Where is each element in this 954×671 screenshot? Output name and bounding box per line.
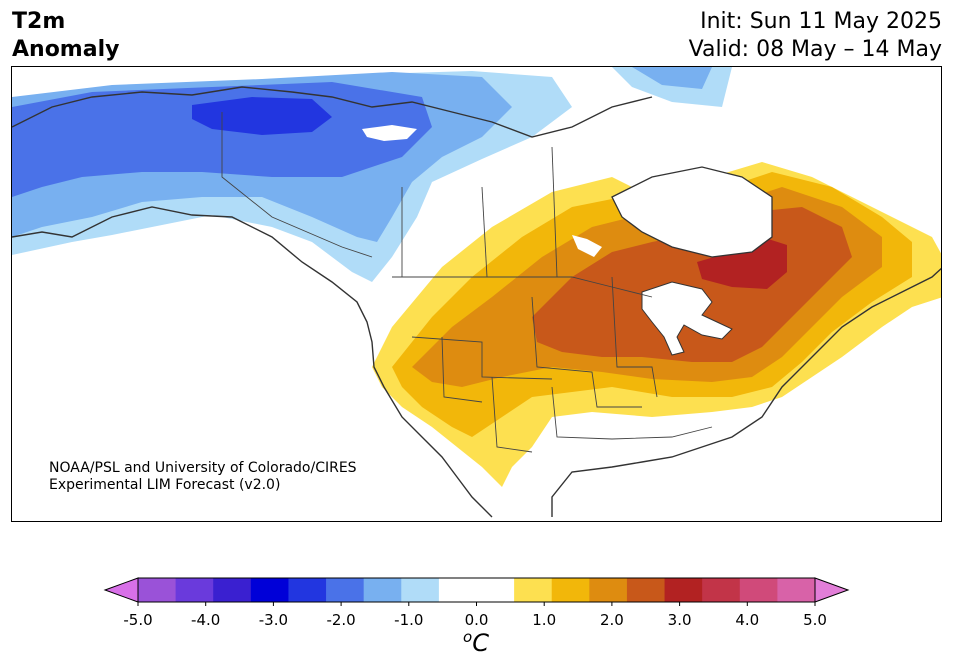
colorbar-tick-label: -2.0 — [326, 611, 355, 629]
colorbar-tick-label: -4.0 — [191, 611, 220, 629]
unit-degree: o — [463, 628, 473, 646]
colorbar-segments — [138, 578, 816, 602]
colorbar-tick-label: -5.0 — [123, 611, 152, 629]
credit-line-1: NOAA/PSL and University of Colorado/CIRE… — [49, 460, 357, 476]
credit-line-2: Experimental LIM Forecast (v2.0) — [49, 477, 281, 493]
colorbar-tick-label: -1.0 — [394, 611, 423, 629]
map-title: T2m Anomaly — [12, 8, 119, 64]
valid-range: Valid: 08 May – 14 May — [688, 37, 942, 62]
colorbar-arrow-right — [814, 577, 850, 603]
colorbar: -5.0 -4.0 -3.0 -2.0 -1.0 0.0 1.0 2.0 3.0 4.0 5.0 — [103, 577, 850, 629]
unit-label: oC — [463, 628, 489, 657]
colorbar-tick-label: 3.0 — [668, 611, 692, 629]
anomaly-map — [11, 66, 942, 522]
colorbar-tick-label: 5.0 — [803, 611, 827, 629]
colorbar-tick-label: 0.0 — [465, 611, 489, 629]
colorbar-segment — [514, 578, 553, 602]
title-line-1: T2m — [12, 9, 66, 34]
colorbar-segment — [326, 578, 365, 602]
great-lakes — [641, 281, 733, 356]
colorbar-segment — [363, 578, 402, 602]
map-canvas — [12, 67, 941, 518]
colorbar-ticks: -5.0 -4.0 -3.0 -2.0 -1.0 0.0 1.0 2.0 3.0 4.0 5.0 — [123, 602, 827, 629]
great-bear-lake — [362, 125, 417, 141]
colorbar-arrow-left — [103, 577, 139, 603]
data-credit: NOAA/PSL and University of Colorado/CIRE… — [49, 460, 357, 494]
colorbar-segment — [664, 578, 703, 602]
colorbar-segment — [288, 578, 327, 602]
cold-anomaly-medium-north — [632, 67, 712, 89]
colorbar-segment — [589, 578, 628, 602]
colorbar-segment — [250, 578, 289, 602]
colorbar-segment — [175, 578, 214, 602]
forecast-dates: Init: Sun 11 May 2025 Valid: 08 May – 14… — [689, 8, 942, 64]
colorbar-segment — [438, 578, 477, 602]
coastlines — [12, 86, 941, 518]
init-date: Init: Sun 11 May 2025 — [700, 9, 942, 34]
colorbar-segment — [138, 578, 177, 602]
warm-anomaly-extreme — [697, 237, 787, 289]
borders — [221, 112, 713, 453]
colorbar-tick-label: -3.0 — [259, 611, 288, 629]
colorbar-segment — [626, 578, 666, 602]
colorbar-segment — [702, 578, 741, 602]
title-line-2: Anomaly — [12, 37, 120, 62]
colorbar-segment — [739, 578, 778, 602]
colorbar-segment — [476, 578, 515, 602]
hudson-bay — [611, 166, 773, 258]
colorbar-segment — [213, 578, 252, 602]
colorbar-segment — [401, 578, 440, 602]
colorbar-tick-label: 4.0 — [735, 611, 759, 629]
unit-symbol: C — [472, 629, 489, 657]
colorbar-tick-label: 1.0 — [532, 611, 556, 629]
colorbar-segment — [551, 578, 590, 602]
cold-anomaly-core — [192, 97, 332, 135]
colorbar-segment — [777, 578, 816, 602]
colorbar-tick-label: 2.0 — [600, 611, 624, 629]
lake-winnipeg — [572, 235, 602, 257]
